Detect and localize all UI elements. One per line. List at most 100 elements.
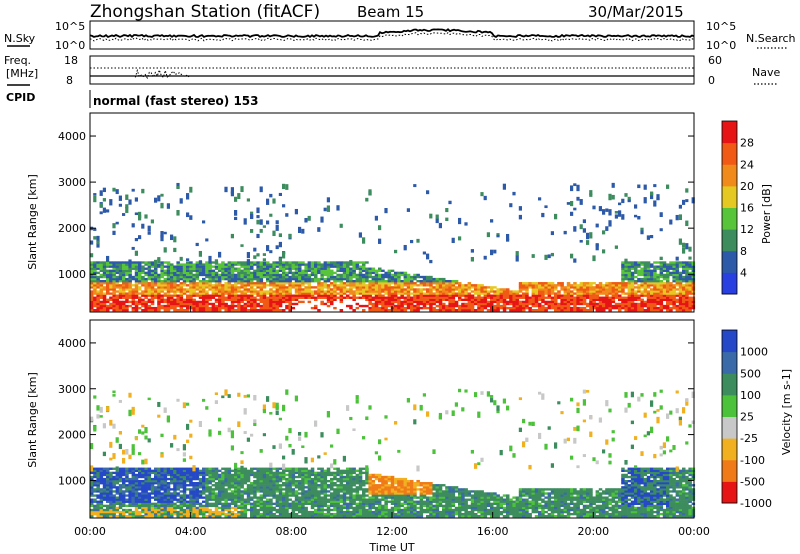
- velocity-cell: [266, 467, 270, 470]
- velocity-cell: [230, 496, 235, 499]
- velocity-cell: [237, 492, 241, 495]
- power-cell: [621, 306, 625, 310]
- power-cell: [301, 277, 305, 281]
- power-cell: [214, 271, 219, 275]
- velocity-cell: [163, 490, 168, 493]
- power-cell: [464, 294, 468, 297]
- power-cell: [115, 298, 120, 302]
- velocity-cell: [99, 510, 104, 514]
- velocity-cell: [99, 471, 104, 475]
- power-cell: [662, 298, 667, 302]
- power-cell: [618, 309, 622, 312]
- power-cell: [256, 282, 260, 285]
- power-cell: [301, 288, 305, 291]
- power-cell: [125, 277, 129, 281]
- velocity-cell: [266, 504, 270, 508]
- velocity-cell: [253, 508, 257, 512]
- power-cell: [611, 304, 616, 308]
- power-cell: [381, 290, 385, 293]
- power-cell: [102, 271, 107, 275]
- velocity-cell: [237, 473, 241, 477]
- power-cell: [378, 296, 382, 299]
- power-cell: [448, 298, 452, 302]
- power-cell: [317, 269, 321, 272]
- velocity-cell: [237, 467, 241, 470]
- power-cell: [192, 309, 196, 312]
- velocity-cell: [125, 477, 129, 481]
- power-cell: [294, 265, 299, 268]
- power-cell: [234, 279, 238, 283]
- power-cell: [653, 300, 657, 304]
- power-cell: [275, 292, 280, 295]
- power-cell: [106, 284, 110, 287]
- power-cell: [182, 282, 187, 285]
- power-cell: [586, 290, 590, 293]
- power-cell: [227, 294, 232, 297]
- power-cell: [525, 290, 529, 293]
- velocity-cell: [179, 494, 184, 497]
- power-cell: [387, 284, 392, 287]
- power-cell: [512, 306, 516, 310]
- power-cell: [595, 298, 600, 302]
- power-cell: [650, 290, 654, 293]
- power-cell: [643, 261, 648, 264]
- velocity-cell: [102, 477, 107, 481]
- velocity-cell: [134, 484, 139, 487]
- power-cell: [320, 265, 324, 268]
- velocity-cell: [160, 469, 164, 473]
- power-cell: [259, 288, 264, 291]
- velocity-cell: [186, 423, 190, 430]
- power-cell: [442, 286, 446, 289]
- velocity-cell: [240, 460, 244, 465]
- power-cell: [259, 292, 264, 295]
- velocity-cell: [214, 504, 219, 508]
- power-cell: [400, 290, 404, 293]
- power-cell: [269, 279, 273, 283]
- velocity-cell: [90, 510, 94, 514]
- velocity-cell: [173, 510, 177, 514]
- power-cell: [224, 309, 228, 312]
- power-cell: [691, 290, 696, 293]
- power-cell: [346, 296, 350, 299]
- power-cell: [230, 273, 235, 277]
- velocity-cell: [128, 512, 132, 516]
- power-cell: [458, 292, 462, 295]
- velocity-cell: [163, 512, 168, 516]
- velocity-cell: [189, 502, 193, 506]
- velocity-cell: [115, 479, 120, 483]
- power-cell: [147, 267, 152, 270]
- velocity-cell: [211, 512, 216, 516]
- power-cell: [163, 231, 167, 235]
- power-cell: [458, 290, 462, 293]
- power-cell: [310, 294, 315, 297]
- power-cell: [669, 273, 673, 277]
- velocity-cell: [189, 484, 193, 487]
- power-cell: [518, 296, 523, 299]
- power-cell: [643, 267, 648, 270]
- power-cell: [138, 296, 142, 299]
- power-cell: [173, 288, 177, 291]
- power-cell: [298, 286, 302, 289]
- velocity-cell: [262, 502, 267, 506]
- power-cell: [307, 296, 312, 299]
- power-cell: [141, 290, 145, 293]
- velocity-cell: [272, 508, 276, 512]
- power-cell: [221, 273, 225, 277]
- power-cell: [160, 275, 164, 279]
- power-cell: [589, 304, 593, 308]
- power-cell: [589, 290, 593, 293]
- velocity-cell: [243, 473, 248, 477]
- power-cell: [330, 261, 334, 264]
- power-cell: [157, 298, 161, 302]
- velocity-cell: [253, 490, 257, 493]
- power-cell: [122, 267, 126, 270]
- power-cell: [221, 294, 225, 297]
- power-cell: [323, 207, 327, 212]
- velocity-cell: [256, 490, 260, 493]
- velocity-cell: [176, 506, 180, 510]
- velocity-cell: [266, 471, 270, 475]
- velocity-cell: [157, 473, 161, 477]
- power-cell: [326, 277, 331, 281]
- power-cell: [429, 286, 433, 289]
